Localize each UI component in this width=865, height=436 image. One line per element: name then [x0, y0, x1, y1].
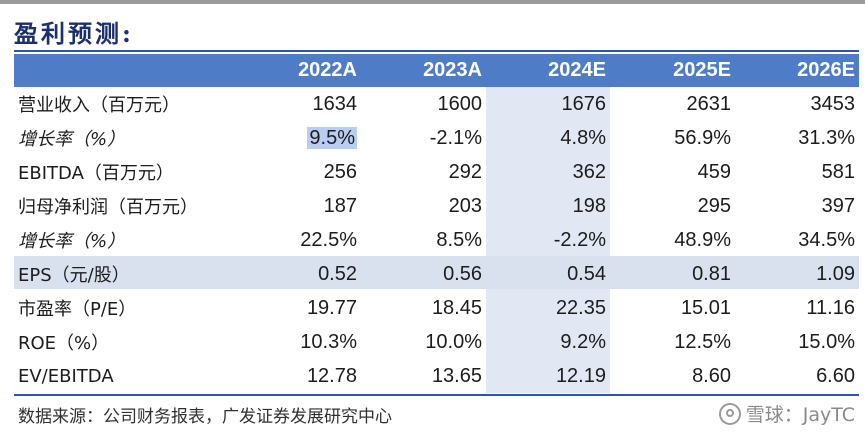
cell: 18.45 [431, 296, 482, 319]
cell: 0.54 [567, 262, 606, 285]
cell: 13.65 [431, 364, 482, 387]
table-row: 营业收入（百万元） 1634 1600 1676 2631 3453 [14, 87, 859, 121]
header-2022A: 2022A [298, 59, 357, 81]
eps-row-shade [14, 256, 859, 289]
cell: 9.2% [560, 330, 606, 353]
cell: 362 [572, 160, 606, 183]
header-2023A: 2023A [423, 59, 482, 81]
cell: 12.5% [674, 330, 731, 353]
cell: 581 [821, 160, 855, 183]
header-corner [14, 54, 236, 87]
row-label: EPS（元/股） [18, 265, 130, 286]
page-title: 盈利预测: [14, 19, 134, 48]
cell: 22.35 [555, 296, 606, 319]
cell: 31.3% [798, 126, 855, 149]
header-2026E: 2026E [797, 59, 855, 81]
cell: 6.60 [816, 364, 855, 387]
cell: 10.0% [425, 330, 482, 353]
source-note: 数据来源：公司财务报表，广发证券发展研究中心 [18, 407, 392, 427]
watermark-text: 雪球：JayTC [745, 404, 855, 426]
table-row: 增长率（%） 22.5% 8.5% -2.2% 48.9% 34.5% [14, 223, 859, 257]
cell: 15.0% [798, 330, 855, 353]
cell: 397 [821, 194, 855, 217]
cell: 0.56 [443, 262, 482, 285]
cell: 2631 [686, 92, 732, 115]
cell: 11.16 [806, 296, 855, 319]
header-2024E: 2024E [548, 59, 606, 81]
cell: 12.78 [306, 364, 357, 387]
title-rule [14, 50, 859, 52]
cell: 198 [572, 194, 606, 217]
top-rule [0, 0, 865, 4]
cell: -2.2% [553, 228, 606, 251]
header-2025E: 2025E [673, 59, 731, 81]
cell: 295 [697, 194, 731, 217]
cell: 187 [323, 194, 357, 217]
row-label: EV/EBITDA [18, 365, 114, 387]
table-row: 归母净利润（百万元） 187 203 198 295 397 [14, 189, 859, 223]
cell: 8.5% [436, 228, 482, 251]
cell: 10.3% [300, 330, 357, 353]
table-row: EPS（元/股） 0.52 0.56 0.54 0.81 1.09 [14, 257, 859, 291]
table-row: EBITDA（百万元） 256 292 362 459 581 [14, 155, 859, 189]
cell: 48.9% [674, 228, 731, 251]
cell: 0.52 [318, 262, 357, 285]
cell: 19.77 [306, 296, 357, 319]
earnings-forecast-table: 2022A 2023A 2024E 2025E 2026E 营业收入（百万元） … [14, 54, 859, 393]
table-row: ROE（%） 10.3% 10.0% 9.2% 12.5% 15.0% [14, 325, 859, 359]
cell: 1600 [437, 92, 483, 115]
cell: 256 [323, 160, 357, 183]
bottom-rule [14, 394, 859, 396]
cell: 22.5% [300, 228, 357, 251]
cell: 1676 [561, 92, 607, 115]
table-header-row: 2022A 2023A 2024E 2025E 2026E [14, 54, 859, 87]
row-label: EBITDA（百万元） [18, 163, 174, 184]
cell: 12.19 [555, 364, 606, 387]
table-row: 市盈率（P/E） 19.77 18.45 22.35 15.01 11.16 [14, 291, 859, 325]
row-label: 增长率（%） [18, 231, 126, 252]
row-label: 增长率（%） [18, 129, 126, 150]
cell: 292 [448, 160, 482, 183]
column-2024E-shade [486, 87, 610, 393]
cell: 9.5% [236, 121, 361, 155]
cell: 1634 [312, 92, 358, 115]
cell: 203 [448, 194, 482, 217]
table-row: EV/EBITDA 12.78 13.65 12.19 8.60 6.60 [14, 359, 859, 393]
selected-text-highlight[interactable]: 9.5% [307, 126, 357, 149]
cell: 4.8% [560, 126, 606, 149]
cell: 0.81 [692, 262, 731, 285]
cell: -2.1% [429, 126, 482, 149]
row-label: 归母净利润（百万元） [18, 197, 198, 218]
cell: 1.09 [816, 262, 855, 285]
cell: 56.9% [674, 126, 731, 149]
cell: 8.60 [692, 364, 731, 387]
cell: 34.5% [798, 228, 855, 251]
table-row: 增长率（%） 9.5% -2.1% 4.8% 56.9% 31.3% [14, 121, 859, 155]
row-label: 营业收入（百万元） [18, 95, 180, 116]
cell: 459 [697, 160, 731, 183]
row-label: ROE（%） [18, 333, 110, 354]
row-label: 市盈率（P/E） [18, 299, 137, 320]
snowball-logo-icon [718, 402, 741, 425]
cell: 3453 [810, 92, 856, 115]
cell: 15.01 [680, 296, 731, 319]
watermark: 雪球：JayTC [718, 400, 855, 427]
